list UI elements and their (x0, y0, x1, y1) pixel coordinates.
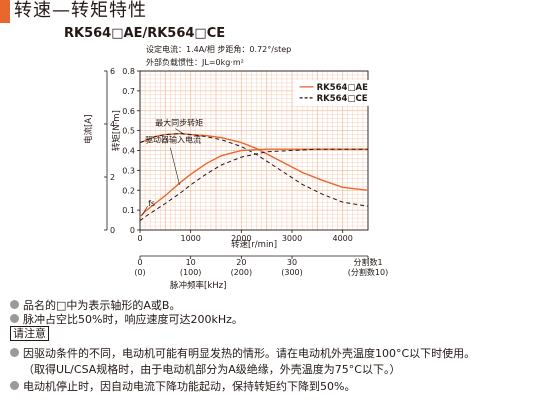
torque-tick-label: 0.3 (122, 166, 135, 175)
pulse-tick-label-sub: (分割数10) (348, 267, 388, 277)
bullet-icon (10, 314, 19, 323)
current-series-ce (139, 148, 368, 222)
pulse-tick-label: 30 (287, 258, 297, 267)
speed-tick-label: 4000 (332, 234, 352, 243)
current-tick-label: 2 (110, 173, 115, 182)
annotation-leader (170, 147, 180, 186)
torque-series-ce (139, 133, 369, 207)
torque-tick-label: 0.6 (122, 107, 135, 116)
current-tick-label: 0 (110, 226, 115, 235)
current-series-ae (139, 148, 368, 218)
pulse-axis-label: 脉冲频率[kHz] (170, 280, 226, 291)
pulse-tick-label-sub: (200) (231, 268, 253, 277)
annotation-leader (141, 205, 148, 216)
pulse-tick-label-sub: (100) (180, 268, 202, 277)
caution-label: 请注意 (10, 326, 49, 341)
note-shaft-type: 品名的□中为表示轴形的A或B。 (23, 299, 181, 312)
chart-labels: 0 0.1 0.2 0.3 0.4 0.5 0.6 0.7 0.8 0 2 4 6 0 1000 2000 30… (83, 67, 388, 291)
annotation-pullout-torque: 最大同步转矩 (155, 118, 203, 128)
note-heat: 因驱动条件的不同，电动机可能有明显发热的情形。请在电动机外壳温度100°C以下时… (23, 347, 476, 360)
annotation-fs: fs (148, 199, 155, 208)
note-current-down: 电动机停止时，因自动电流下降功能起动，保持转矩约下降到50%。 (23, 380, 356, 393)
current-tick-label: 4 (110, 120, 115, 129)
pulse-tick-label: 20 (236, 258, 246, 267)
legend-label: RK564□AE (317, 83, 368, 93)
pulse-tick-label-sub: (0) (134, 268, 145, 277)
legend-box (293, 79, 380, 106)
pulse-tick-label: 分割数1 (353, 257, 382, 267)
bullet-icon (10, 300, 19, 309)
torque-tick-label: 0.7 (122, 87, 135, 96)
annotation-drive-current: 驱动器输入电流 (145, 135, 201, 145)
current-axis-label: 电流[A] (83, 115, 94, 144)
torque-tick-label: 0.2 (122, 186, 135, 195)
page-title: 转速—转矩特性 (14, 0, 147, 21)
torque-tick-label: 0.8 (122, 67, 135, 76)
title-accent-bar (0, 0, 10, 23)
annotation-leader (175, 128, 184, 134)
note-pulse-duty: 脉冲占空比50%时，响应速度可达200kHz。 (23, 313, 243, 326)
speed-tick-label: 3000 (282, 234, 302, 243)
bullet-icon (10, 348, 19, 357)
speed-tick-label: 0 (137, 234, 142, 243)
speed-tick-label: 2000 (231, 234, 251, 243)
chart-series (139, 132, 369, 222)
pulse-tick-label-sub: (300) (281, 268, 303, 277)
condition-load-inertia: 外部负载惯性：JL=0kg·m² (146, 58, 244, 67)
bullet-icon (10, 381, 19, 390)
torque-tick-label: 0 (130, 226, 135, 235)
condition-current-step: 设定电流：1.4A/相 步距角：0.72°/step (146, 45, 292, 54)
legend-label: RK564□CE (317, 94, 368, 104)
x-axis-label: 转速[r/min] (231, 239, 277, 250)
note-ul-csa: （取得UL/CSA规格时，由于电动机部分为A级绝缘，外壳温度为75°C以下。） (23, 363, 401, 376)
speed-tick-label: 1000 (180, 234, 200, 243)
model-title: RK564□AE/RK564□CE (64, 26, 226, 41)
pulse-tick-label: 0 (137, 258, 142, 267)
torque-tick-label: 0.5 (122, 127, 135, 136)
chart-axes (104, 70, 369, 259)
torque-tick-label: 0.1 (122, 206, 135, 215)
torque-axis-label: 转矩[N·m] (111, 110, 122, 151)
pulse-tick-label: 10 (186, 258, 196, 267)
current-tick-label: 6 (110, 67, 115, 76)
torque-tick-label: 0.4 (122, 147, 135, 156)
